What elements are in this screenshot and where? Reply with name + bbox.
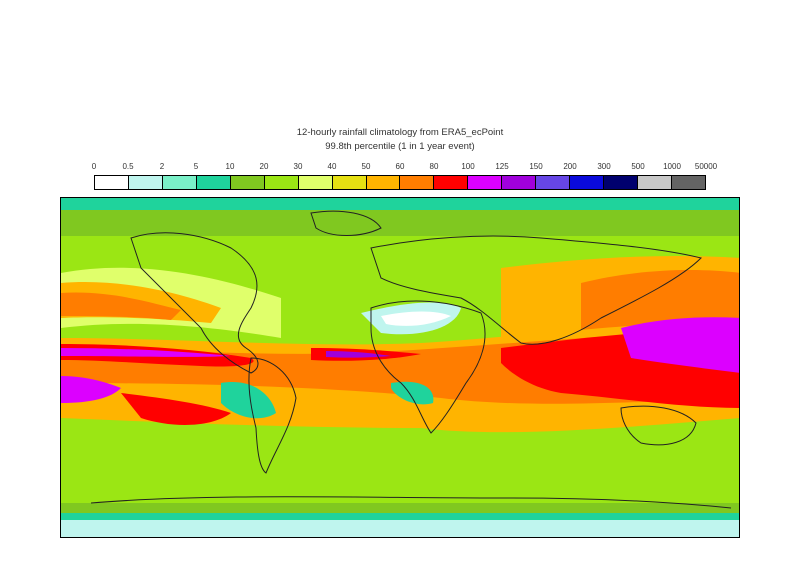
map-title: 12-hourly rainfall climatology from ERA5…	[296, 127, 504, 138]
colorbar-swatch	[366, 176, 401, 189]
colorbar-swatch	[536, 176, 571, 189]
rainfall-map	[60, 197, 740, 538]
colorbar-tick-label: 50000	[694, 162, 718, 171]
colorbar-swatch	[162, 176, 197, 189]
colorbar-tick-label: 2	[159, 162, 165, 171]
colorbar-tick-label: 1000	[663, 162, 681, 171]
colorbar-tick-label: 100	[461, 162, 475, 171]
colorbar-tick-label: 20	[259, 162, 269, 171]
colorbar-swatch	[298, 176, 333, 189]
arctic-band	[61, 198, 739, 210]
colorbar-swatch	[570, 176, 605, 189]
colorbar-tick-label: 5	[193, 162, 199, 171]
map-subtitle: 99.8th percentile (1 in 1 year event)	[325, 141, 475, 152]
map-svg	[61, 198, 739, 537]
colorbar-swatch	[400, 176, 435, 189]
colorbar-swatch	[502, 176, 537, 189]
colorbar-swatch	[128, 176, 163, 189]
colorbar-tick-label: 0.5	[122, 162, 134, 171]
colorbar-swatch	[332, 176, 367, 189]
colorbar-swatch	[638, 176, 672, 189]
colorbar-swatch	[264, 176, 299, 189]
colorbar-tick-label: 30	[293, 162, 303, 171]
colorbar-tick-label: 40	[327, 162, 337, 171]
colorbar-tick-label: 50	[361, 162, 371, 171]
colorbar-tick-label: 0	[91, 162, 97, 171]
colorbar-swatch	[604, 176, 638, 189]
colorbar-swatch	[468, 176, 503, 189]
colorbar-swatch	[434, 176, 469, 189]
colorbar-tick-label: 300	[597, 162, 611, 171]
colorbar-swatch	[196, 176, 231, 189]
colorbar-labels: 0 0.5 2 5 10 20 30 40 50 60 80 100 125 150 200 300 500 10…	[0, 162, 800, 174]
colorbar-swatch	[230, 176, 265, 189]
coastlines	[90, 210, 732, 509]
colorbar-tick-label: 10	[225, 162, 235, 171]
colorbar-tick-label: 500	[631, 162, 645, 171]
colorbar-tick-label: 200	[563, 162, 577, 171]
colorbar-tick-label: 80	[429, 162, 439, 171]
colorbar-swatch	[671, 176, 705, 189]
colorbar	[94, 175, 706, 190]
antarctic-band	[61, 520, 739, 537]
colorbar-tick-label: 60	[395, 162, 405, 171]
colorbar-tick-label: 125	[495, 162, 509, 171]
colorbar-tick-label: 150	[529, 162, 543, 171]
colorbar-swatch	[95, 176, 129, 189]
